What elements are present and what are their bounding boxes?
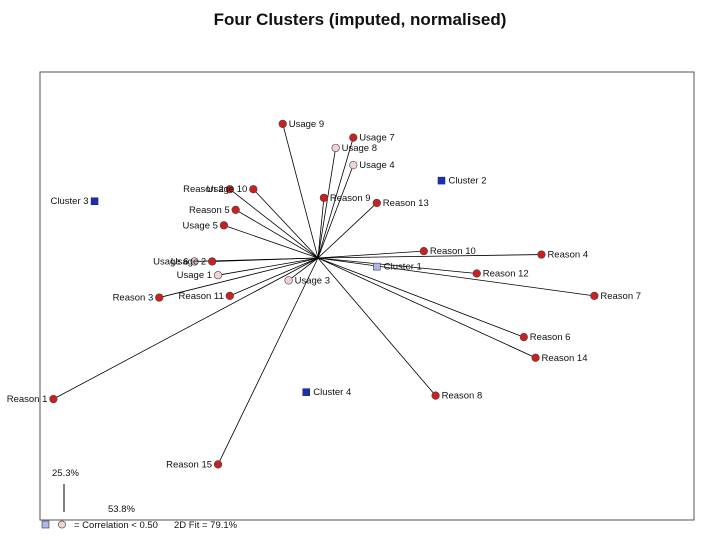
cluster-marker-cluster-3	[90, 197, 99, 205]
label-reason-6: Reason 6	[530, 332, 571, 343]
point-usage-3	[284, 276, 293, 285]
point-usage-8	[331, 143, 340, 153]
label-usage-1: Usage 1	[177, 270, 212, 281]
point-reason-2	[225, 185, 234, 194]
vector-line-reason-1	[53, 257, 319, 400]
vector-line-usage-7	[317, 137, 354, 259]
point-reason-12	[472, 269, 481, 278]
label-reason-3: Reason 3	[113, 293, 154, 304]
vector-line-reason-13	[317, 202, 378, 259]
label-reason-13: Reason 13	[383, 198, 429, 209]
label-cluster-2: Cluster 2	[448, 176, 486, 187]
label-cluster-4: Cluster 4	[313, 387, 351, 398]
label-usage-7: Usage 7	[359, 133, 394, 144]
vector-line-usage-2	[212, 257, 319, 262]
vector-line-usage-3	[288, 257, 319, 281]
vector-line-reason-11	[229, 257, 319, 297]
cluster-marker-cluster-1	[373, 262, 381, 271]
axis-y-fit-label: 25.3%	[52, 468, 79, 479]
vector-line-reason-2	[229, 188, 319, 259]
chart-title: Four Clusters (imputed, normalised)	[213, 10, 507, 29]
legend-circle-icon	[58, 520, 66, 529]
point-usage-2	[208, 257, 217, 266]
label-reason-12: Reason 12	[483, 268, 529, 279]
label-usage-8: Usage 8	[342, 143, 377, 154]
point-reason-14	[531, 353, 540, 362]
label-usage-9: Usage 9	[289, 119, 324, 130]
vector-line-reason-12	[317, 257, 477, 274]
legend-square-icon	[41, 520, 50, 529]
plot-frame	[39, 71, 695, 521]
point-reason-6	[519, 333, 528, 342]
label-usage-3: Usage 3	[295, 275, 330, 286]
label-reason-5: Reason 5	[189, 205, 230, 216]
vector-line-reason-6	[317, 257, 524, 338]
point-reason-9	[319, 193, 328, 202]
vector-line-reason-15	[217, 257, 319, 465]
label-reason-4: Reason 4	[547, 250, 588, 261]
point-reason-10	[419, 247, 428, 256]
vector-line-usage-1	[217, 257, 319, 276]
vector-line-reason-9	[317, 197, 325, 259]
label-reason-10: Reason 10	[430, 246, 476, 257]
point-reason-13	[372, 198, 381, 208]
vector-line-reason-3	[159, 257, 319, 298]
vector-line-reason-10	[317, 250, 424, 259]
point-reason-8	[431, 391, 440, 400]
point-reason-5	[231, 205, 240, 214]
point-usage-9	[278, 119, 287, 128]
vector-line-reason-5	[235, 209, 319, 259]
label-reason-8: Reason 8	[442, 391, 483, 402]
data-points	[49, 119, 599, 469]
vector-line-usage-5	[223, 224, 319, 259]
label-cluster-1: Cluster 1	[384, 262, 422, 273]
label-reason-9: Reason 9	[330, 193, 371, 204]
point-reason-3	[155, 293, 164, 302]
label-reason-1: Reason 1	[7, 394, 48, 405]
vector-line-reason-4	[317, 254, 542, 259]
point-reason-11	[225, 291, 234, 300]
point-usage-4	[349, 161, 358, 170]
point-reason-4	[537, 250, 546, 259]
label-reason-11: Reason 11	[179, 291, 224, 302]
point-usage-6	[190, 257, 199, 266]
vector-line-usage-8	[317, 147, 337, 259]
cluster-marker-cluster-4	[302, 388, 310, 396]
label-cluster-3: Cluster 3	[51, 196, 89, 207]
point-usage-10	[249, 185, 258, 194]
label-reason-15: Reason 15	[166, 459, 212, 470]
point-usage-5	[219, 221, 229, 230]
point-usage-1	[213, 271, 223, 280]
point-usage-7	[349, 133, 358, 142]
vector-line-reason-14	[317, 257, 536, 359]
vector-line-usage-4	[317, 164, 354, 259]
label-usage-5: Usage 5	[183, 220, 218, 231]
label-usage-2: Usage 2	[171, 256, 206, 267]
vector-line-reason-8	[317, 257, 436, 396]
vector-line-usage-10	[253, 188, 319, 259]
point-reason-15	[213, 460, 223, 469]
label-reason-2: Reason 2	[183, 184, 224, 195]
vector-line-usage-9	[282, 123, 319, 259]
point-reason-7	[590, 291, 599, 300]
fit-text: 2D Fit = 79.1%	[174, 520, 238, 531]
label-usage-4: Usage 4	[359, 160, 394, 171]
label-reason-7: Reason 7	[600, 291, 641, 302]
axis-x-fit-label: 53.8%	[108, 504, 135, 515]
label-usage-10: Usage 10	[207, 184, 248, 195]
point-reason-1	[49, 394, 58, 404]
legend-text: = Correlation < 0.50	[74, 520, 158, 531]
label-reason-14: Reason 14	[542, 353, 588, 364]
label-usage-6: Usage 6	[153, 256, 188, 267]
cluster-marker-cluster-2	[437, 176, 446, 185]
vector-line-reason-7	[317, 257, 595, 297]
